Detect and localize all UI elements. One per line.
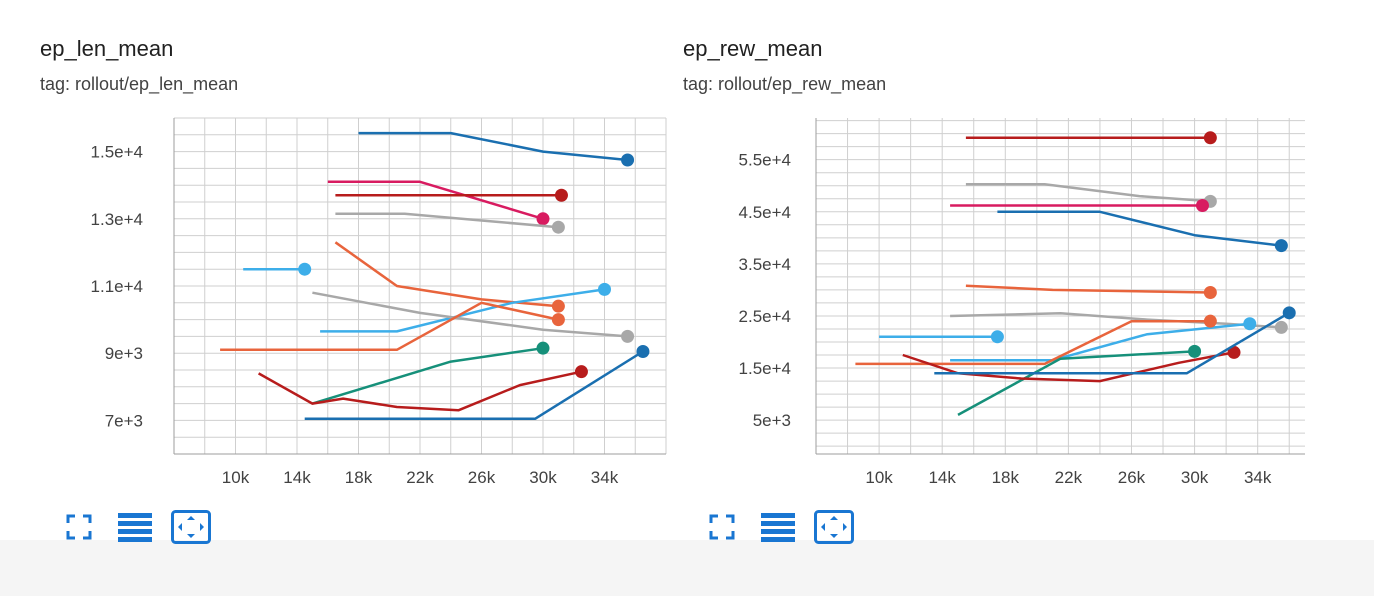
- series-line-10[interactable]: [957, 350, 1195, 416]
- fullscreen-icon: [709, 514, 735, 540]
- x-tick-label: 26k: [468, 468, 496, 487]
- series-endpoint-3[interactable]: [1195, 199, 1209, 213]
- fit-domain-icon: [814, 510, 854, 544]
- series-endpoint-12[interactable]: [1282, 306, 1296, 320]
- series-line-12[interactable]: [934, 311, 1290, 375]
- series-line-1[interactable]: [358, 131, 628, 162]
- series-line-2[interactable]: [965, 182, 1211, 203]
- scalars-panel: ep_len_mean tag: rollout/ep_len_mean 7e+…: [40, 36, 1305, 544]
- fullscreen-button[interactable]: [701, 508, 743, 546]
- fit-domain-button[interactable]: [813, 508, 855, 546]
- series-line-8[interactable]: [950, 322, 1250, 362]
- x-tick-label: 10k: [865, 468, 893, 487]
- y-tick-label: 3.5e+4: [739, 255, 791, 274]
- chart-toolbar: [701, 508, 869, 546]
- x-tick-label: 18k: [992, 468, 1020, 487]
- series-endpoint-4[interactable]: [1274, 239, 1288, 253]
- series-endpoint-1[interactable]: [1203, 131, 1217, 145]
- series-endpoint-12[interactable]: [636, 345, 650, 359]
- series-endpoint-6[interactable]: [1274, 320, 1288, 334]
- x-tick-label: 14k: [283, 468, 311, 487]
- series-endpoint-1[interactable]: [621, 153, 635, 167]
- y-tick-label: 1.1e+4: [91, 277, 143, 296]
- toggle-log-scale-button[interactable]: [757, 508, 799, 546]
- x-tick-label: 26k: [1118, 468, 1146, 487]
- series-endpoint-8[interactable]: [1243, 317, 1257, 331]
- toggle-log-scale-icon: [761, 513, 795, 542]
- fullscreen-icon: [66, 514, 92, 540]
- series-line-8[interactable]: [312, 291, 628, 338]
- y-tick-label: 1.5e+4: [91, 143, 143, 162]
- chart-card-ep-len-mean: ep_len_mean tag: rollout/ep_len_mean 7e+…: [40, 36, 667, 546]
- x-tick-label: 30k: [529, 468, 557, 487]
- chart-tag: tag: rollout/ep_len_mean: [40, 74, 239, 94]
- y-tick-label: 5.5e+4: [739, 151, 791, 170]
- series-endpoint-9[interactable]: [1203, 314, 1217, 328]
- series-line-4[interactable]: [335, 212, 559, 229]
- chart-title: ep_len_mean: [40, 36, 174, 61]
- series-endpoint-9[interactable]: [551, 313, 565, 327]
- x-tick-label: 14k: [928, 468, 956, 487]
- x-tick-label: 30k: [1181, 468, 1209, 487]
- x-tick-label: 34k: [1244, 468, 1272, 487]
- x-tick-label: 22k: [406, 468, 434, 487]
- y-tick-label: 5e+3: [753, 411, 791, 430]
- series-endpoint-8[interactable]: [621, 329, 635, 343]
- y-tick-label: 7e+3: [105, 411, 143, 430]
- chart-title: ep_rew_mean: [683, 36, 823, 61]
- fullscreen-button[interactable]: [58, 508, 100, 546]
- line-chart-ep-rew-mean[interactable]: 5e+3 1.5e+4 2.5e+4 3.5e+4 4.5e+4 5.5e+4 10k 14k…: [683, 36, 1305, 496]
- series-line-10[interactable]: [312, 346, 544, 405]
- series-endpoint-6[interactable]: [298, 262, 312, 276]
- y-tick-label: 1.3e+4: [91, 210, 143, 229]
- series-endpoint-7[interactable]: [598, 282, 611, 296]
- series-endpoint-5[interactable]: [551, 299, 565, 313]
- series-endpoint-10[interactable]: [536, 341, 550, 355]
- y-tick-label: 9e+3: [105, 344, 143, 363]
- toggle-log-scale-button[interactable]: [114, 508, 156, 546]
- series-line-2[interactable]: [327, 180, 544, 220]
- series-endpoint-10[interactable]: [1188, 344, 1202, 358]
- toggle-log-scale-icon: [118, 513, 152, 542]
- series-endpoint-11[interactable]: [574, 365, 588, 379]
- series-line-5[interactable]: [965, 284, 1211, 294]
- series-endpoint-2[interactable]: [536, 212, 550, 226]
- x-tick-label: 18k: [345, 468, 373, 487]
- fit-domain-icon: [171, 510, 211, 544]
- series-endpoint-3[interactable]: [554, 188, 568, 202]
- series-line-9[interactable]: [855, 319, 1211, 366]
- y-tick-label: 1.5e+4: [739, 359, 791, 378]
- chart-card-ep-rew-mean: ep_rew_mean tag: rollout/ep_rew_mean 5e+…: [683, 36, 1305, 546]
- y-tick-label: 2.5e+4: [739, 307, 791, 326]
- series-line-11[interactable]: [902, 351, 1235, 383]
- series-endpoint-4[interactable]: [551, 220, 565, 234]
- series-endpoint-11[interactable]: [1227, 345, 1241, 359]
- chart-toolbar: [58, 508, 226, 546]
- series-line-12[interactable]: [304, 350, 644, 420]
- x-tick-label: 10k: [222, 468, 250, 487]
- series-line-5[interactable]: [334, 241, 559, 308]
- x-tick-label: 34k: [591, 468, 619, 487]
- series-line-11[interactable]: [257, 370, 582, 412]
- series-line-9[interactable]: [220, 301, 559, 352]
- series-line-4[interactable]: [997, 210, 1282, 247]
- y-tick-label: 4.5e+4: [739, 203, 791, 222]
- line-chart-ep-len-mean[interactable]: 7e+3 9e+3 1.1e+4 1.3e+4 1.5e+4 10k 14k 18k 22k 26…: [40, 36, 667, 496]
- fit-domain-button[interactable]: [170, 508, 212, 546]
- series-endpoint-7[interactable]: [990, 330, 1004, 344]
- series-endpoint-5[interactable]: [1203, 286, 1217, 300]
- chart-tag: tag: rollout/ep_rew_mean: [683, 74, 887, 94]
- x-tick-label: 22k: [1055, 468, 1083, 487]
